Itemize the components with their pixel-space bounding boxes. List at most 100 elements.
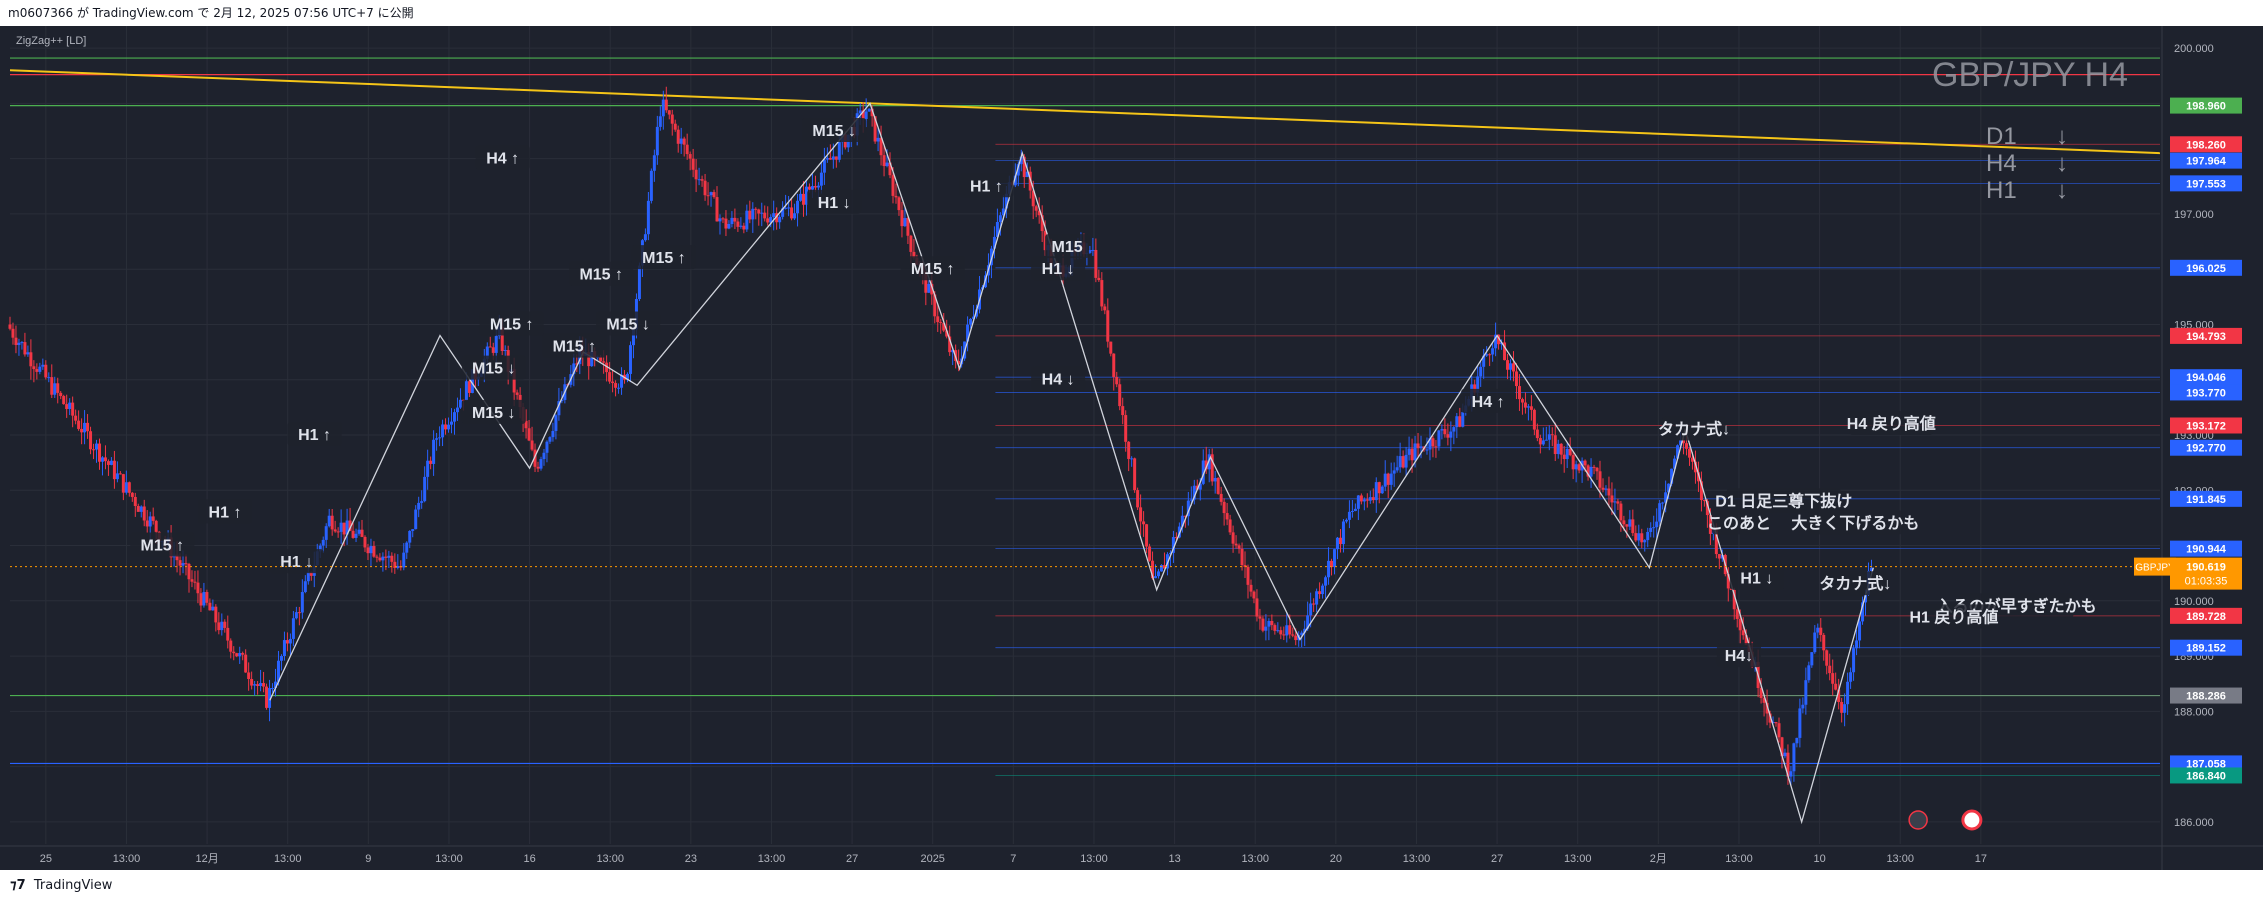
candle-body [536,466,540,469]
countdown-text: 01:03:35 [2185,576,2228,588]
candle-body [11,328,15,338]
candle [1255,589,1259,622]
candle [1431,435,1435,458]
annotation-box [631,245,696,270]
candle [80,418,84,445]
annotation: M15 ↓ [596,311,661,336]
candle [1389,462,1393,490]
candle [1628,510,1632,531]
candle-body [202,592,206,606]
candle [467,378,471,398]
candle-body [145,520,149,527]
candle-body [1243,565,1247,567]
candle [706,182,710,206]
candle-body [575,363,579,365]
candle [536,461,540,473]
candle-body [1589,466,1593,477]
candle [294,606,298,620]
annotation-box [807,189,862,214]
candle-body [1410,448,1414,461]
candle-body [557,401,561,416]
candle-body [1303,628,1307,633]
candle [178,553,182,576]
candle-body [1249,584,1253,592]
candle [488,336,492,348]
candle [62,394,66,405]
candle-body [1837,689,1841,702]
candle [256,680,260,695]
candle-body [1428,438,1432,450]
price-label: 190.944 [2170,540,2242,557]
candle-body [799,193,803,201]
candle [1401,450,1405,469]
candle-body [1112,353,1116,377]
candle [452,408,456,435]
candle-body [1574,464,1578,470]
candle [1222,498,1226,526]
candle [1509,359,1513,381]
candle [1538,434,1542,454]
candle [1819,618,1823,642]
candle-body [32,366,36,370]
candle-body [975,309,979,317]
candle-body [1744,635,1748,646]
candle-body [71,402,75,416]
candle-body [1526,406,1530,408]
candle-body [1198,483,1202,490]
candle [1416,432,1420,458]
candle [109,457,113,466]
candle [321,536,325,553]
candle-body [181,563,185,566]
candle-body [906,218,910,236]
candle [1365,493,1369,508]
candle-body [339,522,343,532]
candle [879,125,883,166]
candle [796,193,800,227]
annotation-box [269,549,324,574]
candle-body [712,192,716,198]
price-labels: 198.960 198.260 197.964 197.553 196.025 194.7… [2170,97,2242,784]
candle-body [1383,473,1387,487]
price-chart[interactable]: 186.000187.000188.000189.000190.000191.0… [0,26,2263,870]
candle-body [703,180,707,196]
candle-body [1592,466,1596,468]
candle-body [354,533,358,538]
candle [74,409,78,425]
candle-body [1347,511,1351,520]
annotation-box [1726,488,1841,513]
candle [86,414,90,439]
candle [372,541,376,558]
x-tick-label: 17 [1975,853,1987,865]
candle [205,589,209,606]
candle-body [1676,445,1680,459]
candle [751,202,755,233]
candle [628,341,632,383]
annotation-text: M15 ↑ [490,316,534,333]
candle-body [1816,627,1820,633]
candle [1571,450,1575,480]
candle [68,398,72,416]
y-tick-label: 186.000 [2174,817,2214,829]
candle [1440,424,1444,440]
candle-body [208,602,212,611]
candle [1207,448,1211,483]
price-label: 187.058 [2170,755,2242,772]
candle-body [1658,503,1662,522]
candle-body [271,688,275,690]
candle [432,430,436,476]
candle-body [303,581,307,593]
candle-body [1511,363,1515,372]
candle-body [1514,371,1518,387]
candle [503,345,507,357]
x-tick-label: 13:00 [1886,853,1914,865]
candle [1344,518,1348,524]
candle [303,575,307,594]
candle [1094,238,1098,283]
annotation: M15 ↑ [542,333,607,358]
candle [1204,446,1208,474]
candle-body [262,683,266,687]
candle [1118,378,1122,411]
candle [44,360,48,380]
candle [876,127,880,152]
candle-body [876,137,880,142]
